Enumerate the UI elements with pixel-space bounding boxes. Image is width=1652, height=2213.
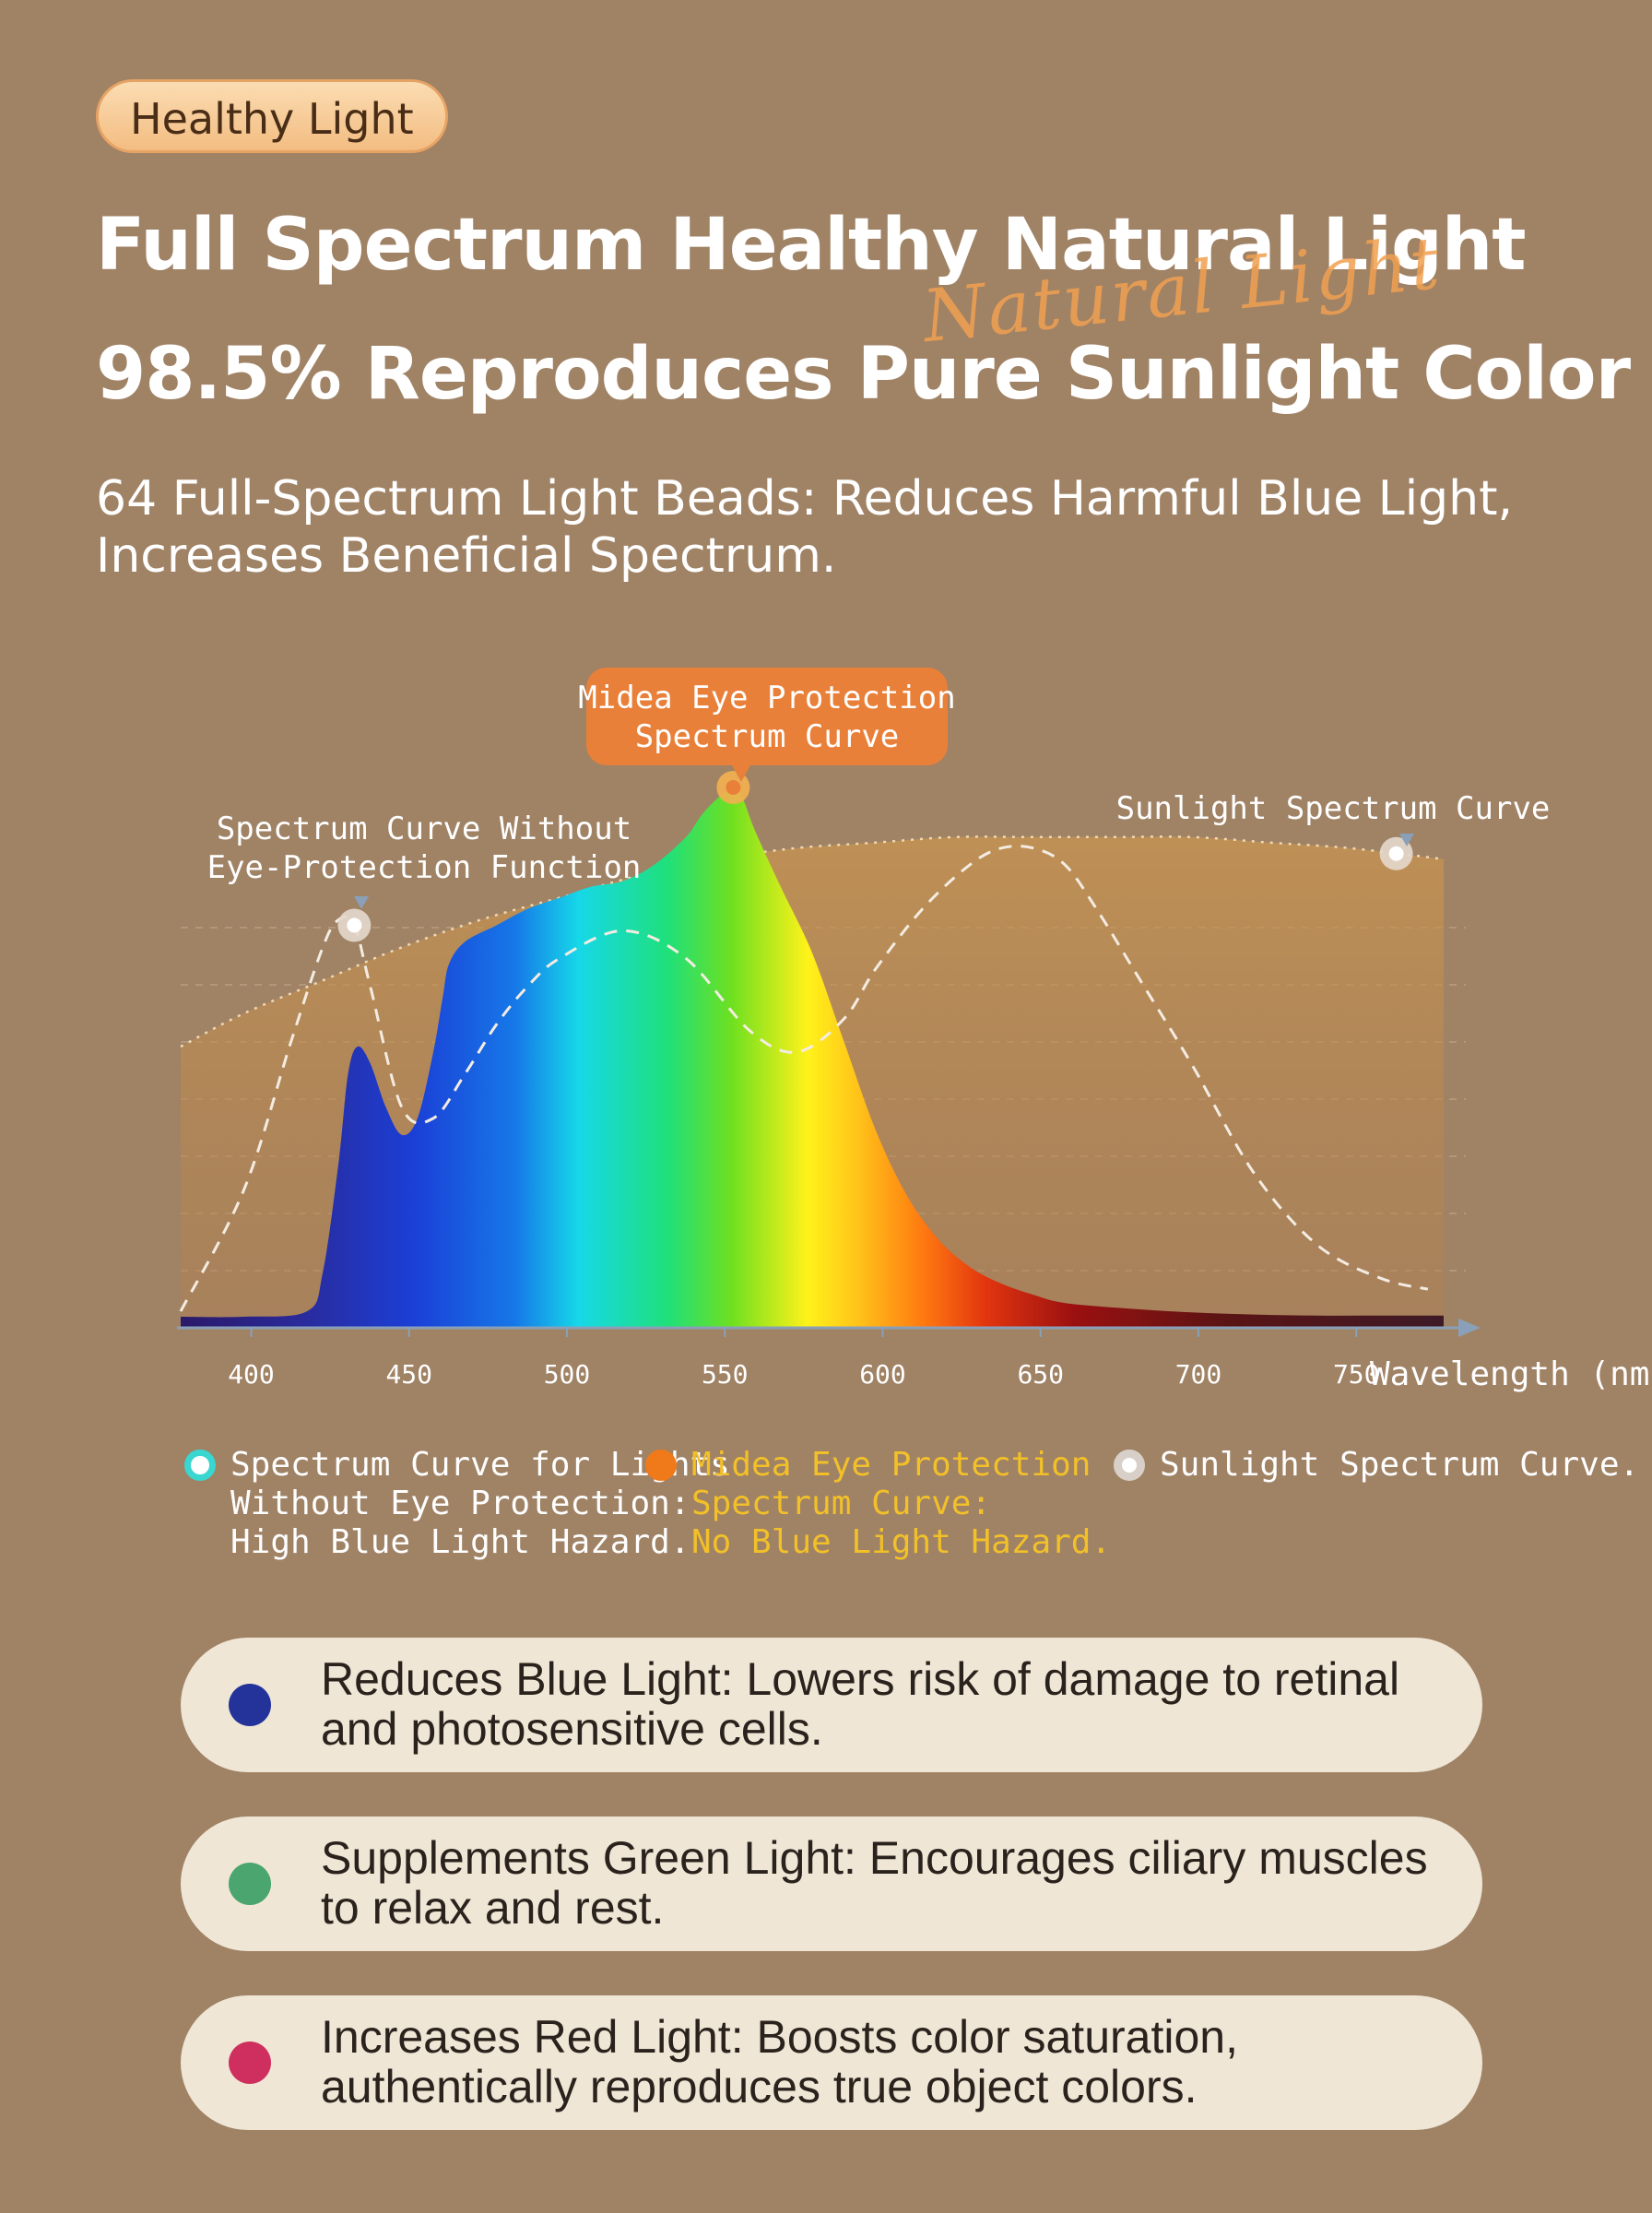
legend-midea-line-1: Midea Eye Protection (691, 1446, 1092, 1484)
x-axis-title: Wavelength (nm) (1370, 1355, 1652, 1393)
feature-green-line-1: Supplements Green Light: Encourages cili… (321, 1832, 1428, 1884)
feature-green-line-2: to relax and rest. (321, 1882, 665, 1934)
x-tick-label: 450 (385, 1359, 432, 1390)
midea-callout-box (586, 668, 948, 765)
sunlight-callout: Sunlight Spectrum Curve (1116, 790, 1551, 846)
legend-without-line-2: Without Eye Protection: (230, 1485, 690, 1522)
sunlight-callout-pointer (1399, 834, 1414, 846)
midea-callout-line-2: Spectrum Curve (635, 718, 900, 755)
feature-blue-light: Reduces Blue Light: Lowers risk of damag… (181, 1638, 1482, 1772)
without-callout: Spectrum Curve Without Eye-Protection Fu… (207, 811, 642, 909)
legend-white-ring-icon (1114, 1450, 1145, 1481)
subtitle: 64 Full-Spectrum Light Beads: Reduces Ha… (96, 471, 1514, 584)
legend-sunlight-line-1: Sunlight Spectrum Curve. (1160, 1446, 1640, 1484)
x-tick-label: 400 (228, 1359, 275, 1390)
blue-dot-icon (229, 1684, 271, 1726)
curve-marker-dot (726, 779, 741, 795)
legend-midea-line-2: Spectrum Curve: (691, 1485, 992, 1522)
headline-line-1: Full Spectrum Healthy Natural Light (96, 204, 1527, 287)
midea-spectrum-area (181, 787, 1444, 1328)
without-callout-line-1: Spectrum Curve Without (217, 811, 631, 847)
headline-line-2: 98.5% Reproduces Pure Sunlight Color (96, 333, 1631, 416)
x-tick-label: 600 (859, 1359, 906, 1390)
x-axis-arrow-icon (1458, 1319, 1481, 1337)
without-callout-pointer (354, 896, 369, 909)
midea-callout-pointer (732, 765, 750, 782)
curve-marker-dot (347, 917, 362, 933)
legend-teal-ring-icon (184, 1450, 216, 1481)
green-dot-icon (229, 1863, 271, 1905)
x-tick-label: 700 (1175, 1359, 1222, 1390)
feature-green-light: Supplements Green Light: Encourages cili… (181, 1817, 1482, 1951)
midea-layer (181, 787, 1444, 1328)
midea-callout-line-1: Midea Eye Protection (578, 680, 955, 716)
x-tick-label: 550 (702, 1359, 749, 1390)
feature-red-line-1: Increases Red Light: Boosts color satura… (321, 2011, 1238, 2063)
feature-red-light: Increases Red Light: Boosts color satura… (181, 1995, 1482, 2130)
x-tick-label: 750 (1333, 1359, 1380, 1390)
healthy-light-badge: Healthy Light (96, 79, 448, 153)
legend-orange-dot-icon (645, 1450, 677, 1481)
legend-midea-line-3: No Blue Light Hazard. (691, 1523, 1112, 1561)
feature-blue-line-1: Reduces Blue Light: Lowers risk of damag… (321, 1653, 1400, 1705)
x-tick-label: 500 (544, 1359, 591, 1390)
sunlight-callout-label: Sunlight Spectrum Curve (1116, 790, 1551, 827)
curve-marker-dot (1388, 846, 1404, 861)
feature-blue-line-2: and photosensitive cells. (321, 1703, 823, 1755)
midea-callout: Midea Eye Protection Spectrum Curve (578, 668, 956, 782)
red-dot-icon (229, 2041, 271, 2084)
feature-red-line-2: authentically reproduces true object col… (321, 2061, 1198, 2112)
curve-markers (337, 770, 1413, 942)
without-callout-line-2: Eye-Protection Function (207, 849, 642, 886)
x-tick-label: 650 (1017, 1359, 1064, 1390)
legend-without-line-3: High Blue Light Hazard. (230, 1523, 690, 1561)
